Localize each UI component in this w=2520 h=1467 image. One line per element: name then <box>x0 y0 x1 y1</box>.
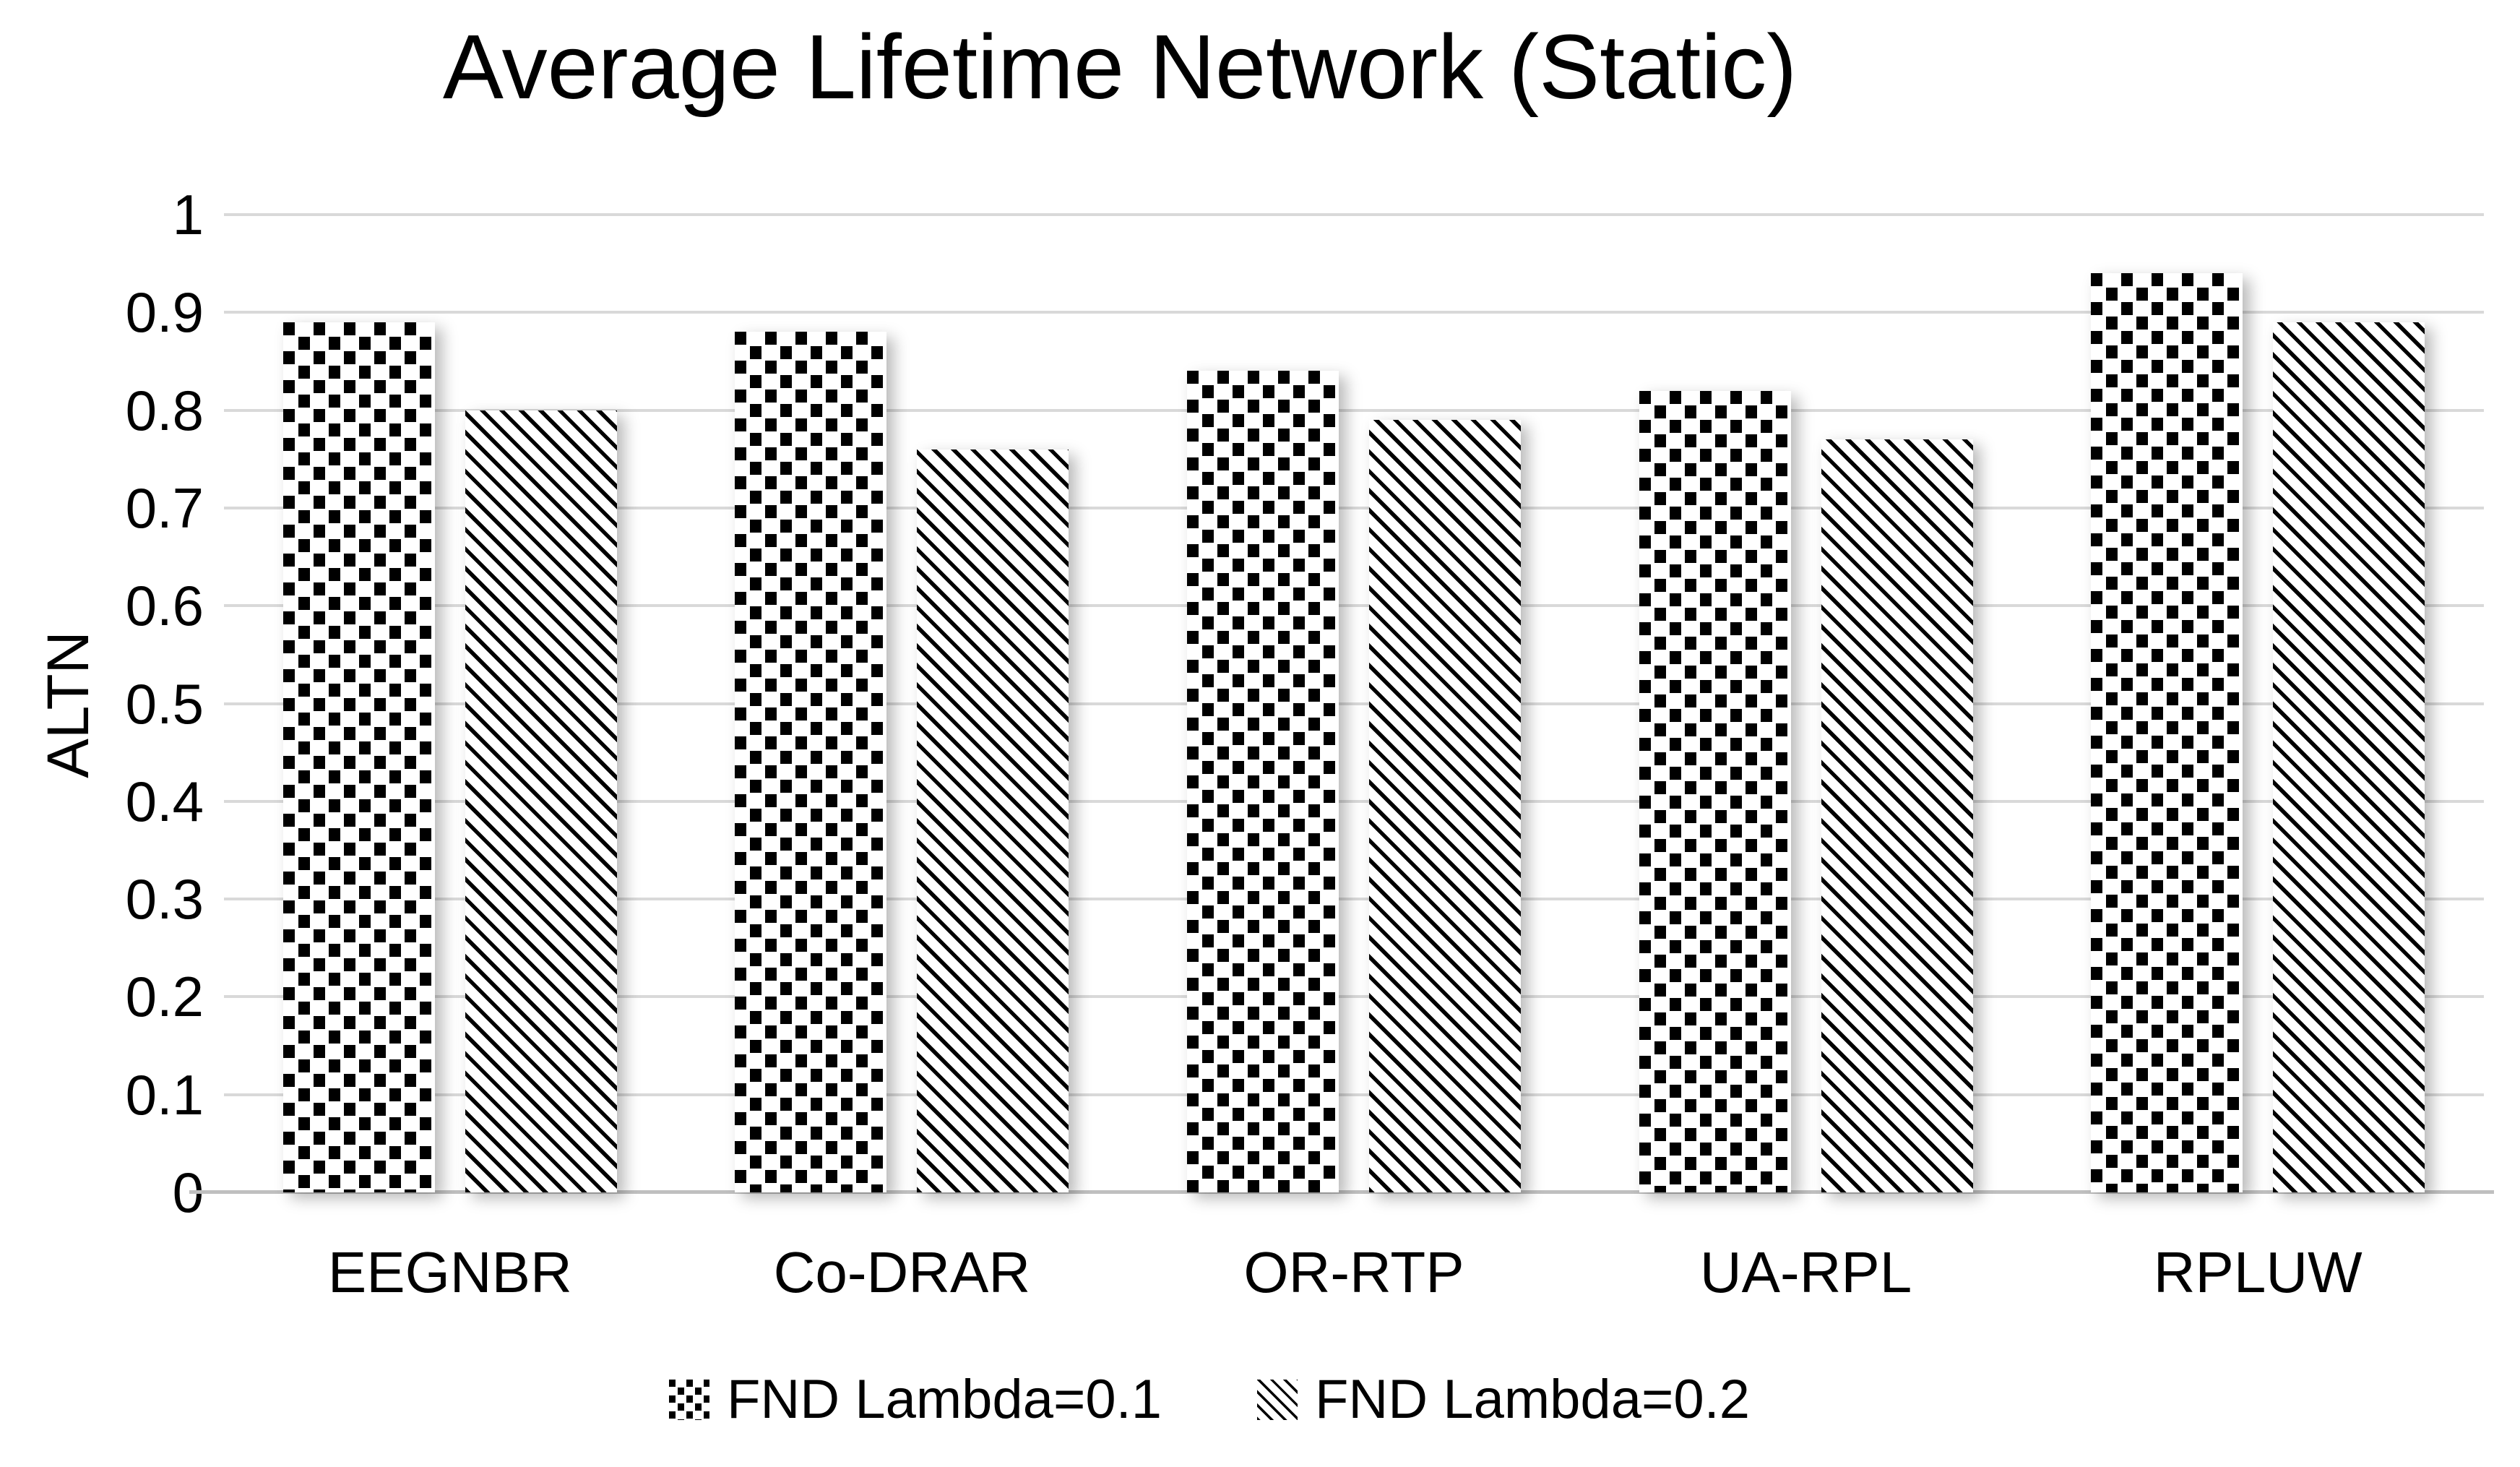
y-axis-tick-label: 0.4 <box>125 769 204 833</box>
gridline <box>224 898 2484 901</box>
y-axis-tick-label: 0.3 <box>125 867 204 932</box>
x-axis-label-or-rtp: OR-RTP <box>1243 1240 1464 1304</box>
legend-label: FND Lambda=0.2 <box>1315 1369 1750 1430</box>
bar-fnd-lambda-0.2-eegnbr <box>465 410 617 1192</box>
bar-fnd-lambda-0.2-rpluw <box>2273 322 2425 1192</box>
legend-item-fnd-lambda-0.1: FND Lambda=0.1 <box>669 1367 1162 1432</box>
bar-fnd-lambda-0.2-or-rtp <box>1368 420 1521 1192</box>
gridline <box>224 213 2484 216</box>
gridline <box>224 408 2484 412</box>
y-axis-tick-label: 0 <box>172 1161 204 1224</box>
gridline <box>224 506 2484 509</box>
bar-fnd-lambda-0.1-or-rtp <box>1186 371 1339 1192</box>
y-axis-tick-label: 1 <box>172 183 204 246</box>
bar-fnd-lambda-0.1-rpluw <box>2091 273 2243 1192</box>
x-axis-line <box>189 1190 2494 1194</box>
y-axis-tick-label: 0.8 <box>125 378 204 442</box>
legend-swatch-fnd-lambda-0.2-pattern-icon <box>1257 1380 1298 1420</box>
legend-item-fnd-lambda-0.2: FND Lambda=0.2 <box>1257 1367 1750 1432</box>
y-axis-tick-label: 0.1 <box>125 1062 204 1127</box>
gridline <box>224 604 2484 608</box>
legend: FND Lambda=0.1 FND Lambda=0.2 <box>0 1367 2469 1432</box>
bar-fnd-lambda-0.2-ua-rpl <box>1821 439 1973 1192</box>
gridline <box>224 995 2484 999</box>
gridlines <box>224 213 2484 1192</box>
legend-label: FND Lambda=0.1 <box>727 1369 1162 1430</box>
gridline <box>224 311 2484 314</box>
bar-group-ua-rpl <box>1580 215 2032 1192</box>
x-axis-label-eegnbr: EEGNBR <box>327 1240 572 1304</box>
gridline <box>224 799 2484 803</box>
bar-group-co-drar <box>676 215 1129 1192</box>
gridline <box>224 1093 2484 1096</box>
y-axis-tick-label: 0.2 <box>125 965 204 1029</box>
bar-fnd-lambda-0.1-co-drar <box>735 332 887 1192</box>
x-axis-label-co-drar: Co-DRAR <box>773 1240 1031 1304</box>
chart-title: Average Lifetime Network (Static) <box>442 16 1798 118</box>
x-axis-label-rpluw: RPLUW <box>2153 1240 2362 1304</box>
bar-group-eegnbr <box>224 215 676 1192</box>
bar-fnd-lambda-0.1-ua-rpl <box>1639 390 1791 1192</box>
y-axis-tick-label: 0.6 <box>125 574 204 638</box>
y-axis-tick-label: 0.5 <box>125 671 204 736</box>
x-axis-labels: EEGNBR Co-DRAR OR-RTP UA-RPL RPLUW <box>224 1233 2484 1312</box>
gridline <box>224 702 2484 705</box>
bar-fnd-lambda-0.2-co-drar <box>917 449 1069 1192</box>
bars-row <box>224 215 2484 1192</box>
plot-area <box>189 213 2494 1194</box>
x-axis-label-ua-rpl: UA-RPL <box>1699 1240 1912 1304</box>
bar-group-or-rtp <box>1128 215 1580 1192</box>
y-axis-tick-label: 0.7 <box>125 476 204 540</box>
bar-group-rpluw <box>2032 215 2484 1192</box>
bar-fnd-lambda-0.1-eegnbr <box>282 322 435 1192</box>
y-axis-tick-label: 0.9 <box>125 280 204 345</box>
legend-swatch-fnd-lambda-0.1-pattern-icon <box>669 1380 709 1420</box>
